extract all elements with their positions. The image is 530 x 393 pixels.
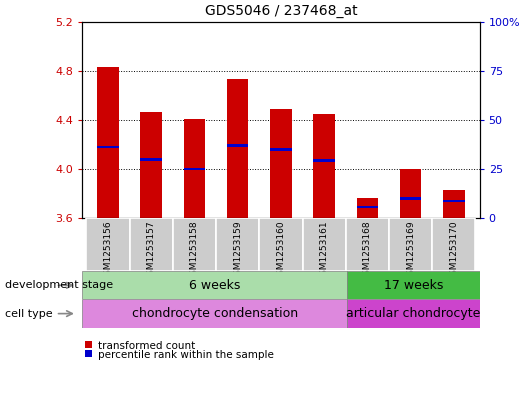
Bar — [216, 218, 259, 271]
Bar — [313, 114, 335, 218]
Bar — [82, 271, 347, 299]
Bar — [227, 144, 249, 147]
Bar — [184, 119, 205, 218]
Bar — [400, 197, 421, 200]
Text: articular chondrocyte: articular chondrocyte — [346, 307, 481, 320]
Text: development stage: development stage — [5, 280, 113, 290]
Bar — [270, 109, 292, 218]
Bar — [432, 218, 475, 271]
Bar — [389, 218, 432, 271]
Bar — [303, 218, 346, 271]
Bar — [443, 200, 464, 202]
Text: GSM1253157: GSM1253157 — [147, 221, 156, 281]
Bar — [357, 198, 378, 218]
Title: GDS5046 / 237468_at: GDS5046 / 237468_at — [205, 4, 357, 18]
Bar — [227, 79, 249, 218]
Bar — [184, 168, 205, 170]
Bar — [347, 271, 480, 299]
Text: GSM1253160: GSM1253160 — [277, 221, 285, 281]
Text: 6 weeks: 6 weeks — [189, 279, 240, 292]
Bar — [347, 299, 480, 328]
Text: GSM1253159: GSM1253159 — [233, 221, 242, 281]
Text: GSM1253170: GSM1253170 — [449, 221, 458, 281]
Text: percentile rank within the sample: percentile rank within the sample — [98, 350, 274, 360]
Bar — [400, 169, 421, 218]
Bar — [346, 218, 389, 271]
Text: GSM1253158: GSM1253158 — [190, 221, 199, 281]
Text: cell type: cell type — [5, 309, 53, 319]
Text: GSM1253161: GSM1253161 — [320, 221, 329, 281]
Text: transformed count: transformed count — [98, 341, 195, 351]
Bar — [173, 218, 216, 271]
Bar — [86, 218, 130, 271]
Bar — [259, 218, 303, 271]
Bar — [98, 67, 119, 218]
Text: 17 weeks: 17 weeks — [384, 279, 443, 292]
Bar — [82, 299, 347, 328]
Bar — [98, 145, 119, 148]
Bar — [130, 218, 173, 271]
Text: GSM1253156: GSM1253156 — [103, 221, 112, 281]
Text: GSM1253168: GSM1253168 — [363, 221, 372, 281]
Bar — [443, 190, 464, 218]
Bar — [313, 159, 335, 162]
Text: chondrocyte condensation: chondrocyte condensation — [131, 307, 298, 320]
Bar — [140, 158, 162, 160]
Bar — [85, 350, 92, 357]
Bar — [85, 341, 92, 348]
Text: GSM1253169: GSM1253169 — [406, 221, 415, 281]
Bar — [270, 148, 292, 151]
Bar — [357, 206, 378, 208]
Bar — [140, 112, 162, 218]
